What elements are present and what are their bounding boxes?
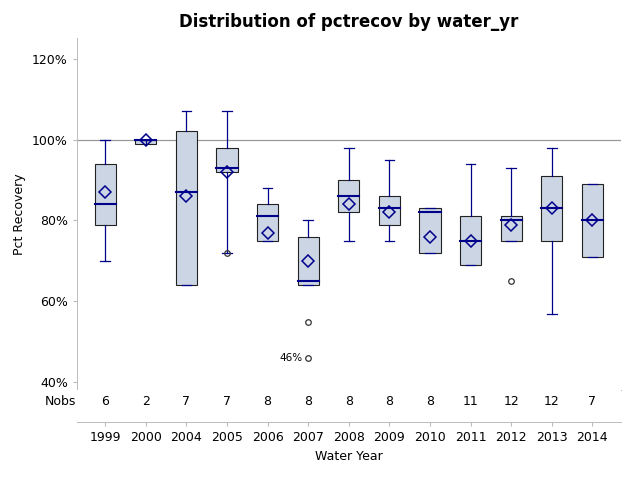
- FancyBboxPatch shape: [500, 216, 522, 240]
- Text: 6: 6: [101, 395, 109, 408]
- FancyBboxPatch shape: [582, 184, 603, 257]
- FancyBboxPatch shape: [135, 140, 156, 144]
- FancyBboxPatch shape: [95, 164, 116, 225]
- FancyBboxPatch shape: [379, 196, 400, 225]
- FancyBboxPatch shape: [419, 208, 440, 253]
- Text: 7: 7: [223, 395, 231, 408]
- X-axis label: Water Year: Water Year: [315, 450, 383, 463]
- Text: 12: 12: [503, 395, 519, 408]
- Title: Distribution of pctrecov by water_yr: Distribution of pctrecov by water_yr: [179, 13, 518, 31]
- FancyBboxPatch shape: [339, 180, 359, 212]
- Text: 12: 12: [544, 395, 559, 408]
- Text: Nobs: Nobs: [45, 395, 76, 408]
- FancyBboxPatch shape: [460, 216, 481, 265]
- Y-axis label: Pct Recovery: Pct Recovery: [13, 174, 26, 255]
- Text: 8: 8: [304, 395, 312, 408]
- Text: 8: 8: [345, 395, 353, 408]
- Text: 8: 8: [264, 395, 271, 408]
- FancyBboxPatch shape: [176, 132, 197, 285]
- FancyBboxPatch shape: [298, 237, 319, 285]
- Text: 7: 7: [588, 395, 596, 408]
- Text: 2: 2: [142, 395, 150, 408]
- Text: 8: 8: [426, 395, 434, 408]
- Text: 7: 7: [182, 395, 191, 408]
- FancyBboxPatch shape: [541, 176, 563, 240]
- Text: 8: 8: [385, 395, 394, 408]
- Text: 11: 11: [463, 395, 479, 408]
- FancyBboxPatch shape: [216, 148, 237, 172]
- Text: 46%: 46%: [279, 353, 302, 363]
- FancyBboxPatch shape: [257, 204, 278, 240]
